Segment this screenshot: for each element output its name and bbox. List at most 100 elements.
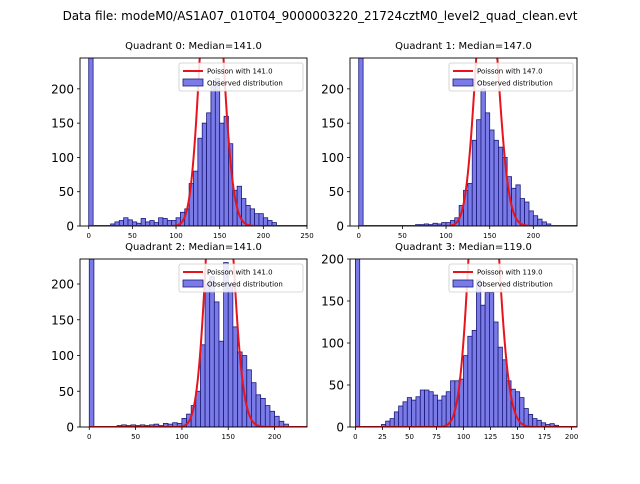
quadrant-1-title: Quadrant 1: Median=147.0 bbox=[395, 41, 532, 52]
quadrant-0-xtick-label: 150 bbox=[213, 232, 226, 240]
quadrant-2-bar bbox=[88, 259, 95, 427]
quadrant-2-bar bbox=[200, 344, 206, 427]
quadrant-3-bar bbox=[532, 418, 538, 427]
quadrant-1-axes-frame bbox=[349, 57, 578, 227]
quadrant-0-bar bbox=[258, 213, 264, 226]
quadrant-3-ytick-label: 100 bbox=[321, 337, 344, 351]
quadrant-1-xtick-label: 200 bbox=[527, 232, 540, 240]
quadrant-1-legend-poisson-label: Poisson with 147.0 bbox=[477, 68, 543, 76]
quadrant-3-legend-poisson-label: Poisson with 119.0 bbox=[477, 269, 543, 277]
quadrant-1-legend-observed-swatch bbox=[452, 78, 474, 87]
quadrant-0-ytick-label: 50 bbox=[59, 185, 74, 199]
quadrant-0-poisson-curve bbox=[88, 58, 307, 226]
quadrant-3-bar bbox=[484, 292, 490, 427]
quadrant-2-bar bbox=[218, 340, 225, 427]
quadrant-3-xtick-label: 125 bbox=[484, 433, 497, 441]
quadrant-3-bar bbox=[489, 292, 495, 427]
quadrant-3-ytick-label: 0 bbox=[336, 421, 344, 435]
quadrant-0-title: Quadrant 0: Median=141.0 bbox=[125, 41, 262, 52]
quadrant-1-bar bbox=[467, 183, 473, 226]
quadrant-1-bar bbox=[532, 215, 539, 226]
quadrant-1-legend-box bbox=[448, 62, 574, 92]
quadrant-0-bar bbox=[158, 217, 164, 226]
quadrant-0-xtick-label: 100 bbox=[169, 232, 182, 240]
quadrant-0-xtick-label: 0 bbox=[86, 232, 90, 240]
quadrant-3-bar bbox=[463, 355, 469, 427]
quadrant-2-bar bbox=[232, 326, 238, 427]
quadrant-3-title: Quadrant 3: Median=119.0 bbox=[395, 242, 532, 253]
quadrant-2-xtick-label: 200 bbox=[268, 433, 281, 441]
quadrant-3-bar bbox=[402, 401, 408, 427]
quadrant-2-xtick-label: 100 bbox=[175, 433, 188, 441]
quadrant-3-xtick-label: 50 bbox=[405, 433, 414, 441]
quadrant-0-legend-observed-swatch bbox=[182, 78, 204, 87]
quadrant-0-bar bbox=[271, 222, 277, 226]
quadrant-3-bar bbox=[432, 394, 438, 427]
quadrant-3-bar bbox=[497, 346, 503, 427]
quadrant-1-ytick-label: 0 bbox=[336, 220, 344, 234]
quadrant-3-bar bbox=[398, 405, 404, 427]
quadrant-3-xtick-label: 175 bbox=[538, 433, 551, 441]
quadrant-2-bar bbox=[260, 397, 266, 427]
quadrant-1-xtick-label: 150 bbox=[483, 232, 496, 240]
quadrant-2-xtick-label: 0 bbox=[87, 433, 91, 441]
quadrant-1-bar bbox=[546, 223, 552, 226]
quadrant-3-bar bbox=[406, 397, 413, 427]
quadrant-1-bar bbox=[358, 58, 364, 226]
quadrant-3-bars bbox=[354, 259, 560, 427]
figure-title: Data file: modeM0/AS1A07_010T04_90000032… bbox=[63, 9, 578, 23]
quadrant-2-title: Quadrant 2: Median=141.0 bbox=[125, 242, 262, 253]
quadrant-1-xtick-label: 50 bbox=[398, 232, 407, 240]
quadrant-0-bar bbox=[88, 58, 94, 226]
quadrant-0-bar bbox=[197, 137, 203, 226]
quadrant-3-xtick-label: 75 bbox=[432, 433, 441, 441]
quadrant-2-axes-frame bbox=[79, 258, 308, 428]
quadrant-3-legend-observed-swatch bbox=[452, 279, 474, 288]
quadrant-0-bar bbox=[123, 217, 129, 226]
quadrant-0-legend-observed-label: Observed distribution bbox=[207, 80, 283, 88]
quadrant-3-bar bbox=[354, 259, 361, 427]
quadrant-2-bar bbox=[255, 394, 262, 427]
quadrant-0-bar bbox=[262, 217, 269, 226]
quadrant-2-legend-box bbox=[178, 263, 304, 293]
quadrant-1-bar bbox=[493, 139, 499, 226]
quadrant-2-legend-poisson-label: Poisson with 141.0 bbox=[207, 269, 273, 277]
quadrant-3-bar bbox=[527, 413, 534, 427]
quadrant-0-ytick-label: 150 bbox=[51, 117, 74, 131]
quadrant-0-bar bbox=[210, 85, 216, 226]
quadrant-0-bar bbox=[193, 170, 199, 226]
quadrant-0-bar bbox=[214, 78, 221, 226]
quadrant-0-bar bbox=[249, 208, 256, 226]
quadrant-2-chart: Quadrant 2: Median=141.0 0 50 100 150 200 0 50 1… bbox=[51, 242, 308, 441]
quadrant-3-bar bbox=[441, 395, 447, 427]
quadrant-0-bar bbox=[245, 205, 251, 226]
quadrant-0-ytick-label: 200 bbox=[51, 82, 74, 96]
quadrant-3-bar bbox=[415, 396, 421, 427]
quadrant-2-ytick-label: 50 bbox=[59, 385, 74, 399]
quadrant-3-ytick-label: 150 bbox=[321, 295, 344, 309]
quadrant-2-ytick-label: 200 bbox=[51, 278, 74, 292]
quadrant-1-legend: Poisson with 147.0 Observed distribution bbox=[448, 62, 574, 92]
quadrant-1-ytick-label: 100 bbox=[321, 151, 344, 165]
quadrant-2-bar bbox=[283, 423, 289, 427]
quadrant-2-bar bbox=[213, 301, 220, 427]
quadrant-1-chart: Quadrant 1: Median=147.0 0 50 100 150 200 0 50 1… bbox=[321, 41, 578, 240]
quadrant-3-xtick-label: 200 bbox=[565, 433, 578, 441]
quadrant-2-legend: Poisson with 141.0 Observed distribution bbox=[178, 263, 304, 293]
quadrant-2-xtick-label: 50 bbox=[131, 433, 140, 441]
quadrant-3-bar bbox=[480, 304, 486, 427]
quadrant-3-legend-box bbox=[448, 263, 574, 293]
quadrant-3-ytick-label: 50 bbox=[329, 379, 344, 393]
quadrant-3-xtick-label: 25 bbox=[378, 433, 387, 441]
quadrant-0-chart: Quadrant 0: Median=141.0 0 50 100 150 200 250 0… bbox=[51, 41, 314, 240]
quadrant-3-bar bbox=[389, 418, 395, 427]
quadrant-0-bar bbox=[219, 122, 225, 226]
quadrant-1-ytick-label: 200 bbox=[321, 82, 344, 96]
quadrant-0-axes-frame bbox=[79, 57, 308, 227]
quadrant-3-bar bbox=[437, 399, 443, 427]
quadrant-1-legend-observed-label: Observed distribution bbox=[477, 80, 553, 88]
quadrant-0-ytick-label: 100 bbox=[51, 151, 74, 165]
quadrant-0-bar bbox=[201, 122, 207, 226]
